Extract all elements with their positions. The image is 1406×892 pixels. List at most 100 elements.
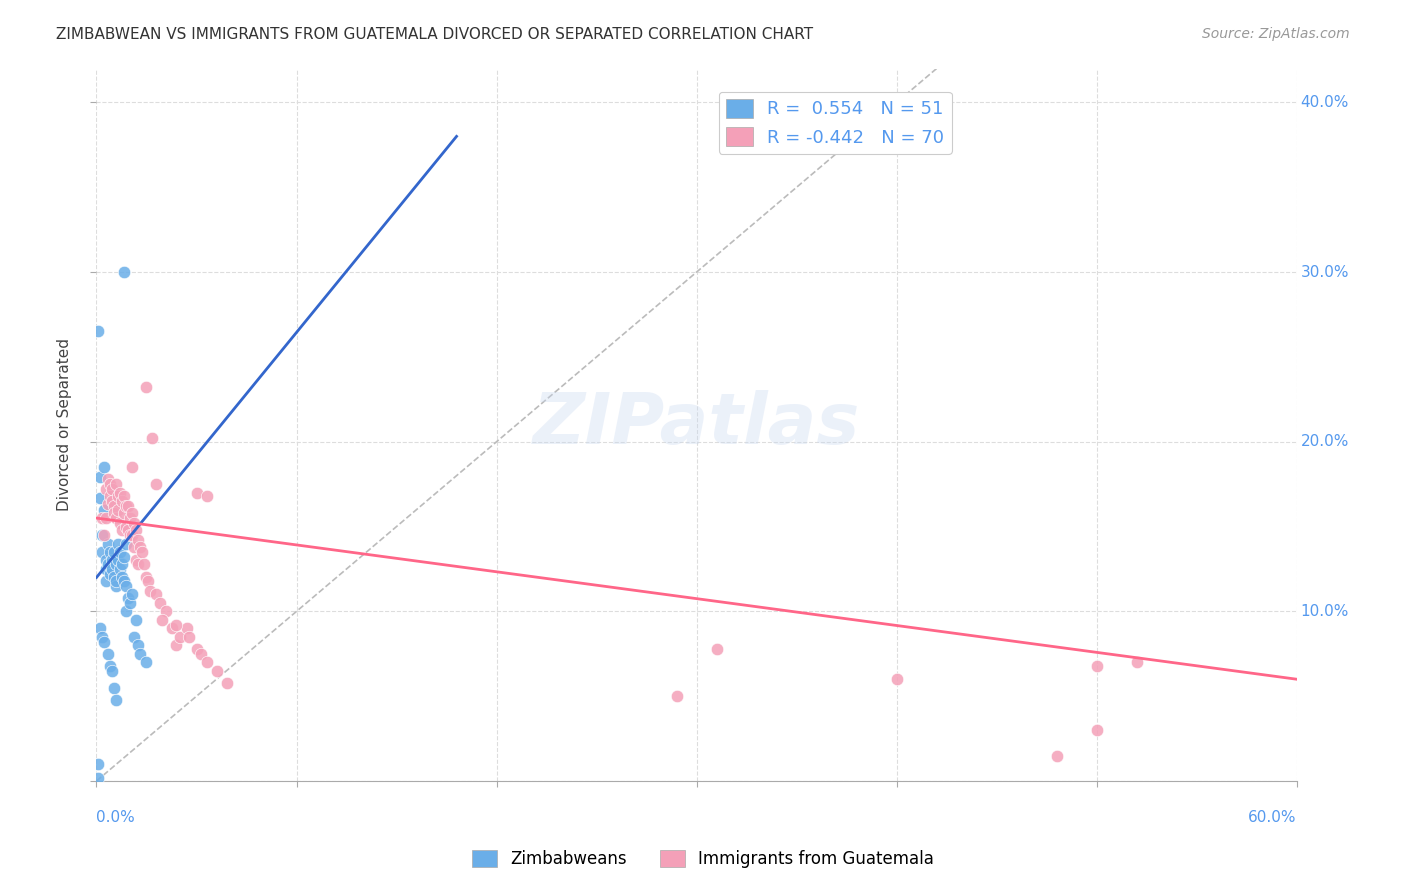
Point (107, 502, 129, 516)
Point (103, 499, 125, 513)
Point (121, 587, 143, 601)
Point (91, 511, 114, 525)
Point (105, 692, 128, 706)
Point (91, 630, 114, 644)
Point (124, 540, 146, 554)
Point (1085, 658, 1108, 673)
Point (195, 655, 218, 669)
Point (114, 550, 136, 565)
Point (101, 482, 124, 496)
Point (114, 265, 136, 279)
Point (97, 536, 120, 550)
Point (96, 482, 118, 496)
Point (124, 630, 146, 644)
Point (111, 523, 134, 537)
Point (87, 757, 110, 772)
Point (886, 672, 908, 686)
Point (107, 553, 129, 567)
Point (141, 431, 163, 445)
Legend: Zimbabweans, Immigrants from Guatemala: Zimbabweans, Immigrants from Guatemala (465, 843, 941, 875)
Point (152, 613, 174, 627)
Point (107, 489, 129, 503)
Point (186, 641, 208, 656)
Text: 10.0%: 10.0% (1301, 604, 1350, 619)
Point (91, 528, 114, 542)
Point (166, 618, 188, 632)
Point (190, 647, 212, 661)
Point (162, 621, 184, 635)
Point (1125, 655, 1147, 669)
Point (101, 494, 124, 508)
Point (101, 664, 124, 678)
Point (114, 574, 136, 588)
Point (120, 528, 142, 542)
Point (89, 470, 111, 484)
Point (105, 557, 128, 571)
Point (93, 502, 115, 516)
Point (121, 506, 143, 520)
Point (115, 519, 138, 533)
Point (176, 621, 198, 635)
Point (97, 557, 120, 571)
Point (97, 647, 120, 661)
Point (215, 675, 238, 690)
Point (131, 545, 153, 559)
Point (89, 491, 111, 505)
Point (134, 557, 156, 571)
Point (1085, 723, 1108, 738)
Text: 60.0%: 60.0% (1249, 810, 1296, 824)
Point (100, 489, 122, 503)
Point (145, 587, 167, 601)
Point (110, 485, 132, 500)
Point (120, 596, 142, 610)
Point (114, 506, 136, 520)
Point (145, 477, 167, 491)
Point (101, 562, 124, 576)
Point (96, 562, 118, 576)
Y-axis label: Divorced or Separated: Divorced or Separated (58, 338, 72, 511)
Point (114, 489, 136, 503)
Point (93, 528, 115, 542)
Point (186, 485, 208, 500)
Point (105, 477, 128, 491)
Point (105, 511, 128, 525)
Point (100, 567, 122, 582)
Text: 20.0%: 20.0% (1301, 434, 1350, 450)
Point (111, 494, 134, 508)
Point (107, 536, 129, 550)
Point (87, 325, 110, 339)
Point (128, 557, 150, 571)
Point (110, 516, 132, 530)
Point (665, 689, 688, 703)
Point (103, 506, 125, 520)
Point (129, 540, 152, 554)
Point (121, 528, 143, 542)
Point (125, 553, 148, 567)
Point (96, 511, 118, 525)
Point (117, 499, 139, 513)
Point (97, 472, 120, 486)
Point (115, 604, 138, 618)
Point (128, 533, 150, 548)
Point (169, 630, 191, 644)
Point (115, 536, 138, 550)
Text: ZIPatlas: ZIPatlas (533, 391, 860, 459)
Point (115, 499, 138, 513)
Point (138, 574, 160, 588)
Point (135, 655, 157, 669)
Legend: R =  0.554   N = 51, R = -0.442   N = 70: R = 0.554 N = 51, R = -0.442 N = 70 (718, 92, 952, 154)
Point (149, 596, 172, 610)
Point (125, 613, 148, 627)
Point (103, 681, 125, 695)
Point (205, 664, 228, 678)
Point (105, 574, 128, 588)
Point (128, 638, 150, 652)
Point (93, 460, 115, 475)
Point (135, 570, 157, 584)
Point (100, 477, 122, 491)
Point (117, 591, 139, 605)
Point (87, 771, 110, 785)
Point (139, 584, 162, 599)
Point (89, 621, 111, 635)
Point (120, 511, 142, 525)
